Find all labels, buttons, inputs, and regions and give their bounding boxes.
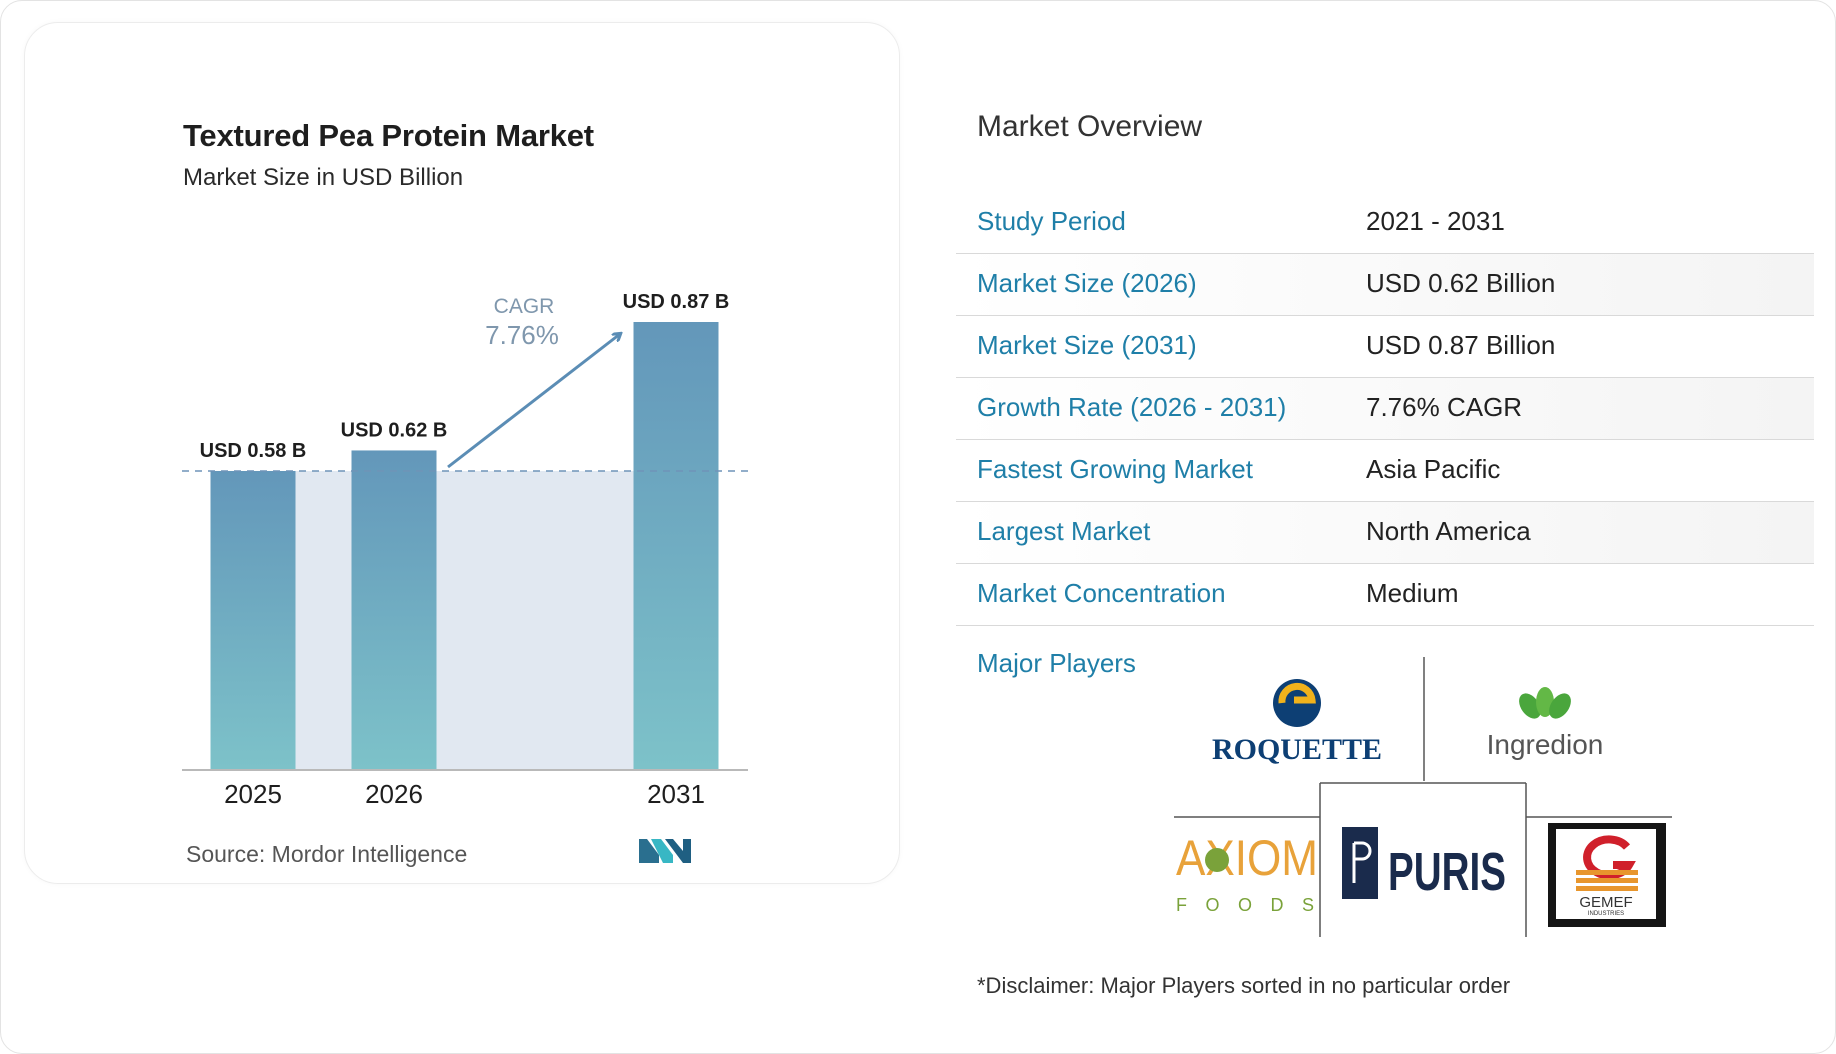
mordor-intelligence-logo-icon — [639, 839, 691, 863]
row-label: Study Period — [977, 206, 1126, 236]
ingredion-logo-icon: Ingredion — [1487, 687, 1604, 760]
row-value: USD 0.87 Billion — [1366, 330, 1556, 360]
data-label-2031: USD 0.87 B — [623, 291, 730, 313]
row-value: North America — [1366, 516, 1531, 546]
cagr-value: 7.76% — [485, 320, 559, 350]
major-players-logos: ROQUETTE Ingredion AXIOM FOODS PURIS GEM… — [1174, 657, 1672, 937]
cagr-label: CAGR — [494, 295, 555, 318]
bar-chart: USD 0.58 B 2025 USD 0.62 B 2026 USD 0.87 B 20… — [182, 291, 752, 809]
row-value: Medium — [1366, 578, 1459, 608]
svg-text:PURIS: PURIS — [1388, 842, 1506, 902]
svg-text:ROQUETTE: ROQUETTE — [1212, 733, 1382, 766]
row-value: 7.76% CAGR — [1366, 392, 1523, 422]
cagr-arrow — [447, 334, 620, 469]
svg-text:AXIOM: AXIOM — [1176, 830, 1318, 886]
gemef-logo-icon: GEMEF INDUSTRIES — [1548, 823, 1666, 927]
data-label-2026: USD 0.62 B — [341, 419, 448, 441]
svg-text:INDUSTRIES: INDUSTRIES — [1588, 911, 1624, 917]
svg-text:FOODS: FOODS — [1176, 895, 1314, 915]
overview-row-fastest-growing: Fastest Growing Market Asia Pacific — [956, 440, 1814, 502]
svg-text:GEMEF: GEMEF — [1579, 894, 1632, 911]
bar-2026 — [351, 450, 437, 769]
data-label-2025: USD 0.58 B — [200, 440, 307, 462]
row-label: Fastest Growing Market — [977, 454, 1253, 484]
overview-table: Study Period 2021 - 2031 Market Size (20… — [956, 192, 1814, 626]
row-value: 2021 - 2031 — [1366, 206, 1505, 236]
major-players-label: Major Players — [977, 648, 1136, 678]
axiom-foods-logo-icon: AXIOM FOODS — [1176, 830, 1318, 915]
overview-row-growth-rate: Growth Rate (2026 - 2031) 7.76% CAGR — [956, 378, 1814, 440]
row-value: USD 0.62 Billion — [1366, 268, 1556, 298]
chart-subtitle: Market Size in USD Billion — [183, 164, 464, 191]
row-label: Market Size (2031) — [977, 330, 1197, 360]
x-tick-2026: 2026 — [365, 779, 423, 809]
row-label: Largest Market — [977, 516, 1151, 546]
bar-2025 — [210, 471, 296, 769]
market-overview-title: Market Overview — [977, 110, 1203, 143]
puris-logo-icon: PURIS — [1342, 827, 1506, 902]
svg-text:Ingredion: Ingredion — [1487, 729, 1604, 760]
chart-title: Textured Pea Protein Market — [183, 118, 594, 153]
x-tick-2031: 2031 — [647, 779, 705, 809]
source-text: Source: Mordor Intelligence — [186, 841, 468, 867]
overview-row-largest-market: Largest Market North America — [956, 502, 1814, 564]
overview-row-study-period: Study Period 2021 - 2031 — [956, 192, 1814, 254]
x-tick-2025: 2025 — [224, 779, 282, 809]
overview-row-market-size-2026: Market Size (2026) USD 0.62 Billion — [956, 254, 1814, 316]
overview-row-concentration: Market Concentration Medium — [956, 564, 1814, 626]
row-value: Asia Pacific — [1366, 454, 1501, 484]
bar-2031 — [633, 322, 719, 769]
roquette-logo-icon: ROQUETTE — [1212, 679, 1382, 766]
disclaimer-text: *Disclaimer: Major Players sorted in no … — [977, 973, 1511, 998]
row-label: Market Size (2026) — [977, 268, 1197, 298]
row-label: Growth Rate (2026 - 2031) — [977, 392, 1287, 422]
overview-row-market-size-2031: Market Size (2031) USD 0.87 Billion — [956, 316, 1814, 378]
row-label: Market Concentration — [977, 578, 1226, 608]
